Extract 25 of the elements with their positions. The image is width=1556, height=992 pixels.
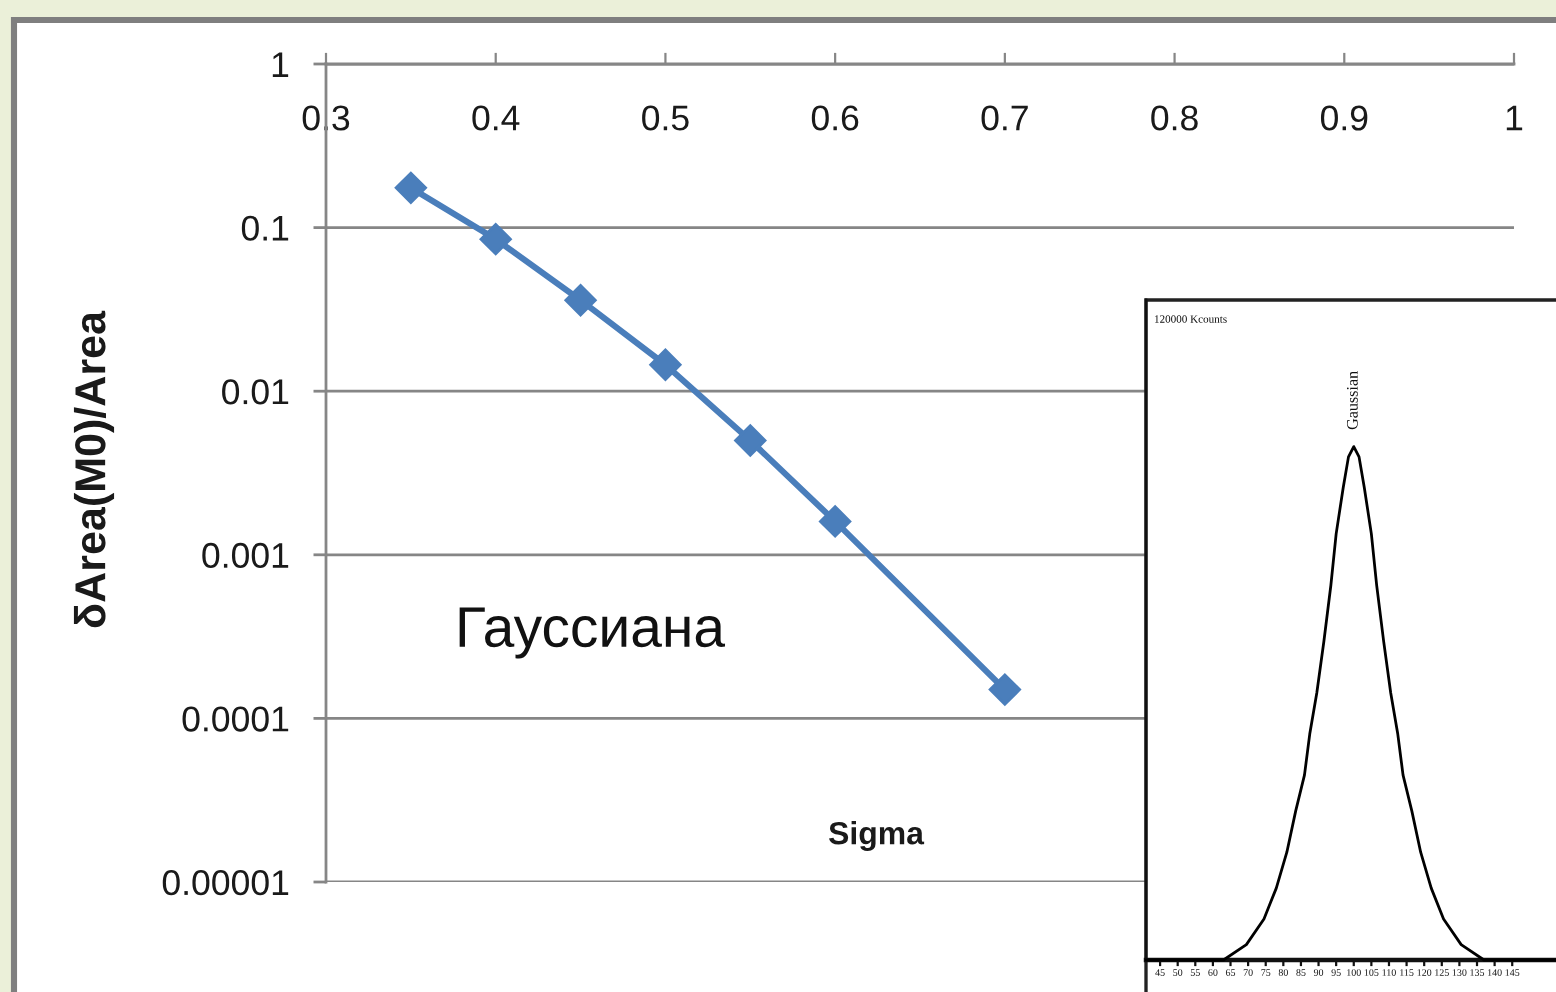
annotation: Гауссиана: [459, 607, 726, 659]
y-tick-label: 0.0001: [182, 706, 289, 732]
y-tick-label: 0.001: [202, 542, 289, 569]
x-tick-label: 0.5: [642, 105, 689, 131]
y-axis-title: δArea(M0)/Area: [73, 310, 115, 628]
point: [564, 284, 597, 317]
point: [819, 505, 852, 538]
x-axis-title: Sigma: [828, 821, 925, 851]
y-tick-label: 0.00001: [162, 870, 289, 896]
x-tick-label: 0.7: [981, 105, 1028, 131]
annotation: Gaussian: [1346, 371, 1358, 430]
x-tick-label: 0.6: [811, 105, 859, 131]
x-tick-label: 0.4: [472, 105, 520, 131]
y-tick-label: 1: [272, 52, 289, 77]
x-tick-label: 0.3: [302, 105, 350, 131]
x-tick-label: 0.9: [1320, 105, 1368, 131]
point: [988, 673, 1021, 706]
x-tick-label: 0.8: [1151, 105, 1198, 131]
point: [394, 171, 427, 204]
y-tick-label: 0.1: [241, 215, 289, 241]
point: [734, 424, 767, 457]
point: [479, 223, 512, 256]
y-tick-label: 0.01: [222, 379, 289, 405]
point: [649, 348, 682, 381]
x-tick-label: 1: [1506, 105, 1523, 131]
